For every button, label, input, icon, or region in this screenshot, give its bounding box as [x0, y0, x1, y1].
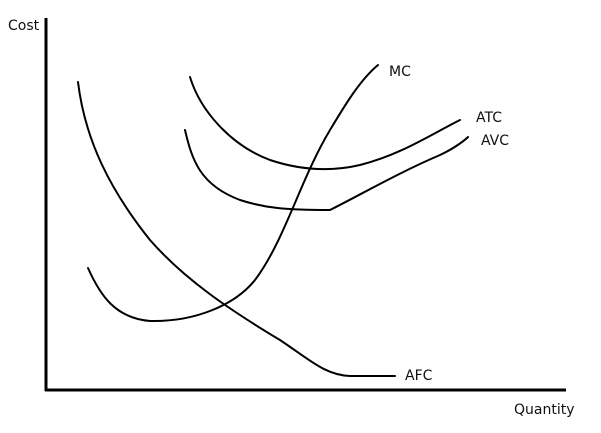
curve-label: MC	[389, 64, 411, 80]
afc-curve	[77, 81, 396, 377]
curve-label: AVC	[481, 133, 509, 149]
atc-curve	[189, 76, 461, 171]
mc-curve	[87, 64, 379, 323]
curve-label: ATC	[476, 110, 502, 126]
x-axis-label: Quantity	[514, 402, 575, 418]
avc-curve	[184, 129, 469, 211]
curve-label: AFC	[405, 368, 433, 384]
y-axis-label: Cost	[8, 18, 40, 34]
